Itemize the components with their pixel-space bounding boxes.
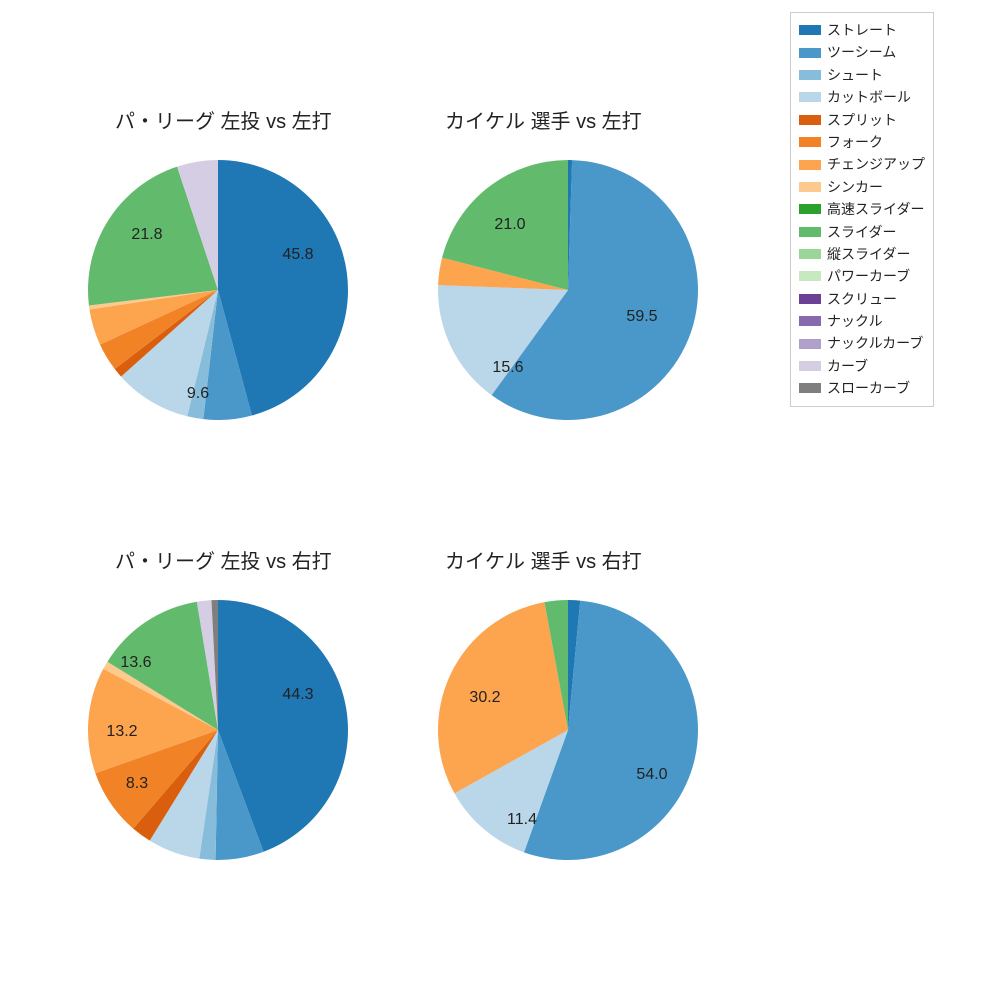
- pie-chart-br: [438, 600, 698, 860]
- legend-swatch: [799, 182, 821, 192]
- chart-title-tr: カイケル 選手 vs 左打: [445, 105, 642, 134]
- legend: ストレートツーシームシュートカットボールスプリットフォークチェンジアップシンカー…: [790, 12, 934, 407]
- legend-item: ストレート: [799, 19, 925, 41]
- legend-swatch: [799, 339, 821, 349]
- pie-chart-bl: [88, 600, 348, 860]
- legend-label: ナックル: [827, 310, 883, 332]
- legend-swatch: [799, 25, 821, 35]
- legend-swatch: [799, 48, 821, 58]
- legend-label: 縦スライダー: [827, 243, 910, 265]
- legend-item: カーブ: [799, 355, 925, 377]
- legend-item: スプリット: [799, 109, 925, 131]
- legend-item: チェンジアップ: [799, 153, 925, 175]
- legend-swatch: [799, 160, 821, 170]
- legend-swatch: [799, 316, 821, 326]
- chart-title-tl: パ・リーグ 左投 vs 左打: [115, 105, 332, 134]
- legend-item: パワーカーブ: [799, 265, 925, 287]
- legend-item: スクリュー: [799, 288, 925, 310]
- legend-swatch: [799, 294, 821, 304]
- legend-label: スライダー: [827, 221, 896, 243]
- legend-swatch: [799, 137, 821, 147]
- legend-swatch: [799, 115, 821, 125]
- legend-item: シュート: [799, 64, 925, 86]
- legend-swatch: [799, 383, 821, 393]
- legend-item: スライダー: [799, 221, 925, 243]
- legend-label: パワーカーブ: [827, 265, 910, 287]
- legend-swatch: [799, 92, 821, 102]
- legend-item: フォーク: [799, 131, 925, 153]
- legend-label: シュート: [827, 64, 883, 86]
- legend-label: ツーシーム: [827, 41, 896, 63]
- chart-title-br: カイケル 選手 vs 右打: [445, 545, 642, 574]
- pie-chart-tl: [88, 160, 348, 420]
- legend-label: スクリュー: [827, 288, 897, 310]
- chart-title-bl: パ・リーグ 左投 vs 右打: [115, 545, 332, 574]
- legend-item: ナックルカーブ: [799, 332, 925, 354]
- legend-swatch: [799, 227, 821, 237]
- legend-item: ツーシーム: [799, 41, 925, 63]
- legend-label: フォーク: [827, 131, 883, 153]
- legend-label: シンカー: [827, 176, 883, 198]
- legend-swatch: [799, 70, 821, 80]
- legend-swatch: [799, 204, 821, 214]
- legend-item: 高速スライダー: [799, 198, 925, 220]
- legend-label: ナックルカーブ: [827, 332, 923, 354]
- legend-label: カーブ: [827, 355, 868, 377]
- pie-chart-tr: [438, 160, 698, 420]
- legend-item: シンカー: [799, 176, 925, 198]
- legend-item: カットボール: [799, 86, 925, 108]
- legend-label: カットボール: [827, 86, 911, 108]
- legend-label: スローカーブ: [827, 377, 910, 399]
- legend-swatch: [799, 361, 821, 371]
- legend-item: スローカーブ: [799, 377, 925, 399]
- legend-label: チェンジアップ: [827, 153, 925, 175]
- legend-item: ナックル: [799, 310, 925, 332]
- legend-label: スプリット: [827, 109, 897, 131]
- legend-label: ストレート: [827, 19, 897, 41]
- legend-swatch: [799, 271, 821, 281]
- legend-swatch: [799, 249, 821, 259]
- legend-label: 高速スライダー: [827, 198, 924, 220]
- legend-item: 縦スライダー: [799, 243, 925, 265]
